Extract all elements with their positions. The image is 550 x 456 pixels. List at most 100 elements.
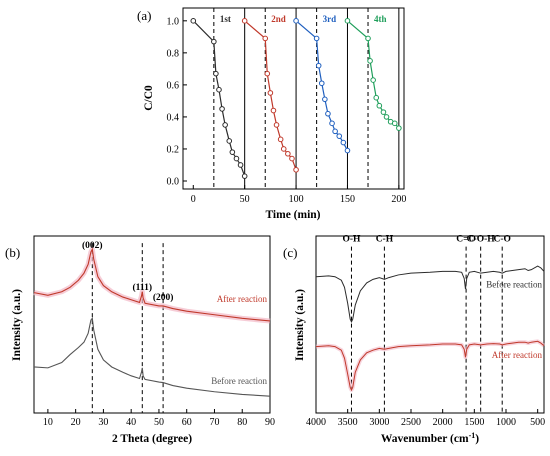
band-label: C-O-H (467, 234, 496, 244)
x-tick-label: 50 (154, 417, 164, 428)
panel-a-reference-lines (213, 8, 400, 189)
data-point (336, 133, 343, 139)
y-tick-label: 0.2 (167, 144, 180, 155)
data-point (293, 166, 299, 173)
series-line-1st (192, 20, 246, 177)
x-tick-label: 1000 (496, 417, 516, 428)
y-tick-label: 0.6 (167, 80, 180, 91)
series-label-3rd: 3rd (323, 14, 337, 24)
data-point (211, 38, 217, 45)
data-point (332, 128, 338, 135)
data-point (289, 155, 295, 162)
data-point (280, 146, 287, 152)
x-tick-label: 70 (209, 417, 219, 428)
x-tick-label: 90 (265, 417, 275, 428)
data-point (315, 62, 322, 69)
x-tick-label: 2000 (433, 417, 453, 428)
peak-label: (200) (153, 292, 174, 303)
data-point (219, 106, 225, 112)
data-point (273, 122, 280, 128)
panel-b-plot-frame (33, 235, 271, 414)
data-point (241, 173, 248, 179)
peak-label: (111) (133, 282, 153, 293)
x-tick-label: 20 (71, 417, 81, 428)
data-point (267, 90, 274, 96)
panel-a-label: (a) (137, 8, 151, 23)
data-point (365, 35, 371, 42)
band-label: C-H (376, 234, 394, 244)
data-point (222, 122, 228, 128)
panel-c-plot-frame (315, 235, 545, 414)
x-tick-label: 80 (237, 417, 247, 428)
panel-a-plot-frame (182, 7, 405, 190)
peak-label: (002) (82, 240, 103, 251)
data-point (237, 162, 244, 168)
data-point (233, 155, 240, 162)
data-point (241, 18, 248, 24)
data-point (344, 147, 351, 154)
panel-a: (a) 0 50 100 150 200 0.0 0.2 0.4 0.6 0.8 1.0 1st 2n… (137, 7, 407, 221)
series-label-before: Before reaction (486, 279, 542, 289)
y-tick-label: 0.4 (167, 112, 180, 123)
series-line (315, 340, 545, 392)
data-point (293, 18, 299, 24)
x-tick-label: 50 (240, 194, 250, 205)
data-point (270, 107, 277, 114)
x-tick-label: 150 (340, 194, 355, 205)
series-label-before: Before reaction (211, 376, 267, 386)
data-point (213, 70, 219, 77)
data-point (370, 77, 376, 83)
panel-b-reference-lines (91, 243, 164, 413)
x-tick-label: 30 (98, 417, 108, 428)
data-point (380, 109, 387, 115)
panel-b-annotations: (002) (111)(200) After reaction Before reac… (82, 240, 267, 386)
data-point (391, 120, 398, 127)
band-label: O-H (342, 234, 361, 244)
x-tick-label: 200 (391, 194, 406, 205)
panel-c-annotations: O-H C-H C=OC-O-HC-O Before reaction After re… (342, 234, 542, 360)
x-tick-label: 100 (289, 194, 304, 205)
data-point (264, 70, 271, 77)
panel-b-ticks: 10 20 30 40 50 60 70 80 90 (43, 409, 275, 428)
data-point (190, 18, 197, 24)
data-point (376, 102, 383, 109)
panel-a-series: 1st 2nd 3rd 4th (190, 14, 402, 179)
series-line-4th (347, 20, 400, 129)
panel-b: (b) 10 20 30 40 50 60 70 80 90 (002) (111)(200) Af… (5, 235, 275, 445)
panel-b-label: (b) (5, 245, 20, 260)
panel-c-ticks: 4000 3500 3000 2500 2000 1500 1000 500 (306, 409, 545, 428)
panel-a-y-axis-title: C/C0 (143, 85, 155, 111)
data-point (216, 86, 222, 93)
data-point (367, 58, 373, 64)
x-tick-label: 0 (191, 194, 196, 205)
band-label: C=O (456, 234, 476, 244)
series-line (33, 316, 271, 397)
panel-c: (c) 4000 3500 3000 2500 2000 1500 1000 500 O-H C… (283, 234, 546, 446)
data-point (383, 114, 390, 120)
panel-a-ticks: 0 50 100 150 200 0.0 0.2 0.4 0.6 0.8 1.0 (167, 16, 407, 205)
x-tick-label: 1500 (464, 417, 484, 428)
series-halo (315, 339, 546, 392)
x-tick-label: 2500 (401, 417, 421, 428)
x-tick-label: 40 (126, 417, 136, 428)
series-label-2nd: 2nd (271, 14, 286, 24)
data-point (285, 150, 291, 157)
band-label: C-O (493, 234, 510, 244)
data-point (226, 138, 233, 144)
panel-b-x-axis-title: 2 Theta (degree) (112, 433, 192, 445)
data-point (277, 136, 284, 143)
series-label-after: After reaction (217, 294, 268, 304)
x-tick-label: 3500 (338, 417, 358, 428)
y-tick-label: 1.0 (167, 16, 180, 27)
data-point (318, 80, 325, 87)
y-tick-label: 0.8 (167, 48, 180, 59)
x-tick-label: 500 (530, 417, 545, 428)
series-label-4th: 4th (374, 14, 387, 24)
panel-c-y-axis-title: Intensity (a.u.) (294, 289, 306, 361)
data-point (373, 94, 380, 101)
data-point (322, 96, 328, 103)
x-tick-label: 3000 (369, 417, 389, 428)
panel-c-x-axis-title: Wavenumber (cm-1) (381, 431, 479, 446)
data-point (396, 125, 402, 131)
